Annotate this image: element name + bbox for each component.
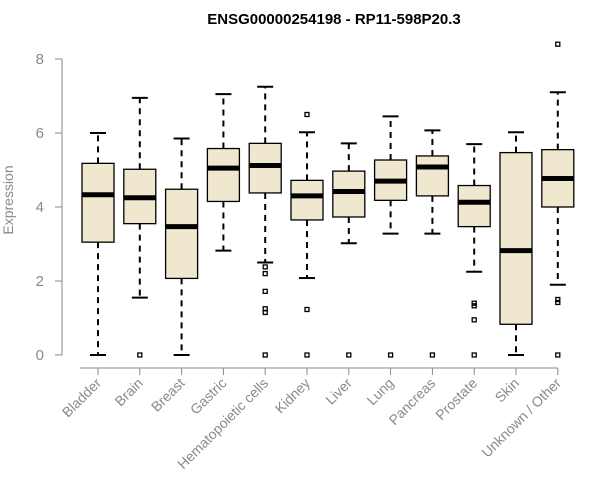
- iqr-box: [81, 162, 115, 243]
- outlier-point: [471, 352, 477, 358]
- x-tick-label: Bladder: [59, 375, 105, 421]
- x-tick-label: Skin: [492, 375, 523, 406]
- outlier-point: [304, 352, 310, 358]
- iqr-box: [457, 184, 491, 228]
- y-ticks: 0 2 4 6 8: [36, 51, 62, 364]
- outlier-point: [471, 317, 477, 323]
- iqr-box: [290, 179, 324, 221]
- box-bladder: [81, 132, 115, 356]
- boxes: [81, 41, 575, 358]
- outlier-point: [471, 303, 477, 309]
- y-tick-label: 4: [36, 199, 44, 216]
- x-tick-label: Kidney: [272, 375, 314, 417]
- x-tick-label: Prostate: [432, 375, 480, 423]
- outlier-point: [262, 309, 268, 316]
- outlier-point: [304, 306, 310, 313]
- outlier-point: [137, 352, 143, 358]
- iqr-box: [332, 170, 366, 218]
- outlier-point: [429, 352, 436, 358]
- y-axis-label: Expression: [0, 165, 16, 234]
- box-breast: [164, 137, 199, 356]
- x-tick-label: Unknown / Other: [478, 375, 564, 461]
- outlier-point: [555, 41, 561, 47]
- outlier-point: [555, 299, 561, 306]
- y-tick-label: 2: [36, 273, 44, 290]
- y-tick-label: 8: [36, 51, 44, 68]
- outlier-point: [346, 352, 352, 358]
- iqr-box: [415, 155, 450, 197]
- iqr-box: [248, 142, 282, 194]
- outlier-point: [262, 270, 268, 277]
- outlier-point: [387, 352, 394, 358]
- box-lung: [373, 115, 408, 358]
- x-tick-label: Liver: [322, 375, 355, 408]
- box-skin: [499, 131, 533, 356]
- chart-title: ENSG00000254198 - RP11-598P20.3: [207, 11, 461, 28]
- box-gastric: [206, 93, 241, 252]
- box-kidney: [290, 111, 324, 358]
- y-tick-label: 0: [36, 347, 44, 364]
- outlier-point: [262, 288, 268, 295]
- outlier-point: [304, 111, 310, 118]
- box-pancreas: [415, 129, 450, 358]
- box-hematopoietic-cells: [248, 85, 282, 358]
- x-tick-label: Lung: [363, 375, 396, 408]
- outlier-point: [555, 352, 561, 358]
- box-liver: [332, 142, 366, 358]
- x-tick-label: Brain: [111, 375, 145, 409]
- box-brain: [123, 96, 157, 358]
- iqr-box: [499, 151, 533, 325]
- outlier-point: [555, 296, 561, 303]
- outlier-point: [262, 264, 268, 270]
- y-tick-label: 6: [36, 125, 44, 142]
- x-tick-label: Breast: [148, 375, 188, 415]
- iqr-box: [206, 147, 241, 203]
- iqr-box: [164, 188, 199, 280]
- box-unknown-other: [541, 41, 575, 358]
- box-prostate: [457, 143, 491, 358]
- outlier-point: [262, 352, 268, 358]
